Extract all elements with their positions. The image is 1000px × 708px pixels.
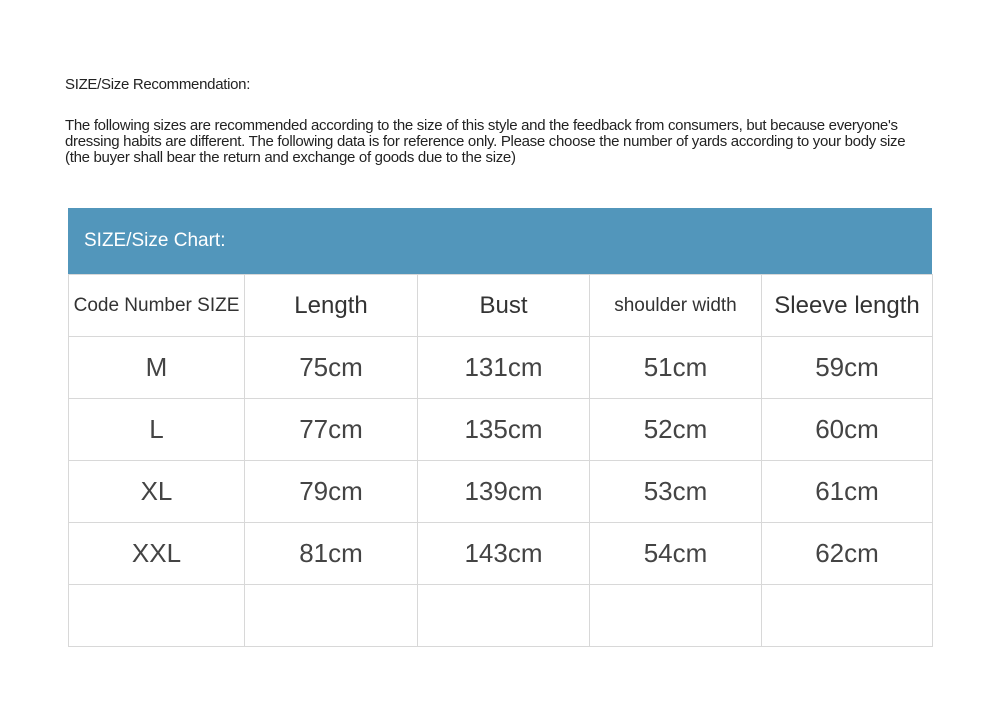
cell-sleeve: 60cm bbox=[761, 398, 933, 461]
cell-size bbox=[68, 584, 245, 647]
cell-bust: 139cm bbox=[417, 460, 590, 523]
cell-sleeve: 59cm bbox=[761, 336, 933, 399]
table-header-row: Code Number SIZE Length Bust shoulder wi… bbox=[68, 274, 933, 337]
cell-shoulder bbox=[589, 584, 762, 647]
cell-length: 81cm bbox=[244, 522, 418, 585]
column-header-length: Length bbox=[244, 274, 418, 337]
cell-size: XL bbox=[68, 460, 245, 523]
cell-sleeve: 62cm bbox=[761, 522, 933, 585]
column-header-shoulder-width: shoulder width bbox=[589, 274, 762, 337]
table-row: XXL 81cm 143cm 54cm 62cm bbox=[68, 522, 933, 585]
table-row: L 77cm 135cm 52cm 60cm bbox=[68, 398, 933, 461]
size-table: Code Number SIZE Length Bust shoulder wi… bbox=[68, 274, 933, 647]
cell-size: XXL bbox=[68, 522, 245, 585]
column-header-size: Code Number SIZE bbox=[68, 274, 245, 337]
cell-size: L bbox=[68, 398, 245, 461]
table-row: XL 79cm 139cm 53cm 61cm bbox=[68, 460, 933, 523]
cell-sleeve bbox=[761, 584, 933, 647]
cell-size: M bbox=[68, 336, 245, 399]
cell-bust: 143cm bbox=[417, 522, 590, 585]
cell-bust: 131cm bbox=[417, 336, 590, 399]
column-header-bust: Bust bbox=[417, 274, 590, 337]
cell-length bbox=[244, 584, 418, 647]
cell-shoulder: 53cm bbox=[589, 460, 762, 523]
cell-length: 79cm bbox=[244, 460, 418, 523]
cell-shoulder: 51cm bbox=[589, 336, 762, 399]
table-row: M 75cm 131cm 51cm 59cm bbox=[68, 336, 933, 399]
table-row-empty bbox=[68, 584, 933, 647]
size-chart-title: SIZE/Size Chart: bbox=[68, 208, 932, 274]
cell-shoulder: 52cm bbox=[589, 398, 762, 461]
column-header-sleeve-length: Sleeve length bbox=[761, 274, 933, 337]
cell-length: 75cm bbox=[244, 336, 418, 399]
size-chart: SIZE/Size Chart: Code Number SIZE Length… bbox=[68, 208, 933, 647]
cell-length: 77cm bbox=[244, 398, 418, 461]
recommendation-title: SIZE/Size Recommendation: bbox=[65, 76, 251, 93]
cell-bust: 135cm bbox=[417, 398, 590, 461]
cell-bust bbox=[417, 584, 590, 647]
cell-shoulder: 54cm bbox=[589, 522, 762, 585]
recommendation-text: The following sizes are recommended acco… bbox=[65, 117, 906, 166]
cell-sleeve: 61cm bbox=[761, 460, 933, 523]
